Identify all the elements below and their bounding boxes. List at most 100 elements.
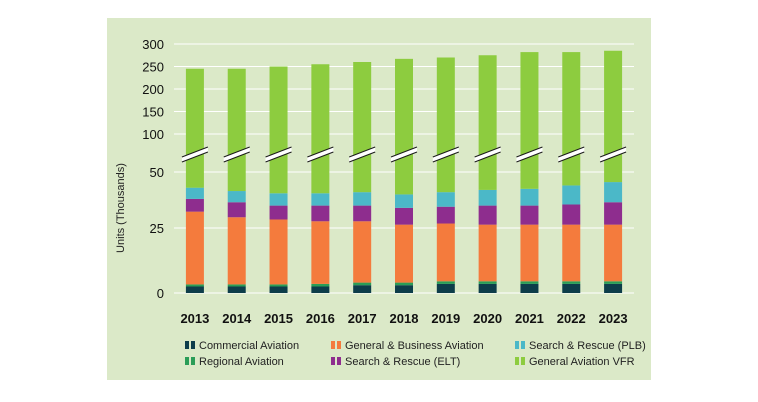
bar-segment — [478, 283, 497, 293]
bar-segment — [353, 192, 372, 206]
bar-segment — [311, 64, 330, 194]
axis-break-mark — [307, 147, 334, 162]
x-tick-labels: 2013 2014 2015 2016 2017 2018 2019 2020 2021 2022… — [180, 311, 627, 326]
bar-segment — [604, 224, 623, 282]
bar-segment — [604, 50, 623, 183]
y-tick-labels: 0 25 50 100 150 200 250 300 — [142, 37, 164, 301]
bar-segment — [520, 52, 539, 189]
bar-segment — [185, 187, 204, 199]
bar-segment — [353, 205, 372, 222]
y-tick-label: 100 — [142, 127, 164, 142]
bar-segment — [227, 284, 246, 287]
x-tick-label: 2020 — [473, 311, 502, 326]
bar-segment — [436, 57, 455, 193]
bar-segment — [562, 185, 581, 205]
axis-break-line — [223, 146, 250, 158]
bar-segment — [562, 224, 581, 282]
y-tick-label: 300 — [142, 37, 164, 52]
bar-segment — [395, 194, 413, 208]
axis-break-line — [307, 151, 334, 163]
bar-segment — [520, 283, 539, 293]
bar-segment — [562, 52, 581, 186]
x-tick-label: 2018 — [390, 311, 419, 326]
bar-segment — [311, 286, 330, 293]
bar-segment — [562, 204, 581, 225]
legend-swatch — [521, 357, 525, 365]
bar-segment — [478, 189, 497, 206]
bar-segment — [436, 281, 455, 284]
x-tick-label: 2021 — [515, 311, 544, 326]
axis-break-marks — [181, 146, 627, 163]
axis-break-line — [474, 146, 501, 158]
axis-break-line — [474, 151, 501, 163]
legend-label: General Aviation VFR — [529, 356, 635, 368]
bar-segment — [311, 283, 330, 287]
bar-segment — [227, 191, 246, 203]
bar-segment — [478, 55, 497, 190]
axis-break-line — [390, 151, 418, 163]
bar-segment — [478, 281, 497, 284]
bar-segment — [311, 193, 330, 206]
bar-segment — [395, 282, 413, 286]
legend-swatch — [331, 341, 335, 349]
bar-segment — [395, 207, 413, 225]
bar-segment — [311, 205, 330, 222]
bar-segment — [227, 202, 246, 218]
bar-segment — [353, 221, 372, 283]
axis-break-line — [558, 151, 585, 163]
bar-segment — [185, 198, 204, 212]
bar-segment — [478, 205, 497, 225]
legend-label: Search & Rescue (PLB) — [529, 340, 646, 352]
axis-break-line — [516, 151, 543, 163]
axis-break-line — [558, 146, 585, 158]
legend-label: Search & Rescue (ELT) — [345, 356, 460, 368]
axis-break-line — [181, 146, 209, 158]
bar-segment — [227, 68, 246, 192]
legend-swatch — [515, 341, 519, 349]
bar-segment — [436, 192, 455, 207]
bar-segment — [520, 205, 539, 225]
axis-break-line — [599, 146, 627, 158]
axis-break-line — [265, 151, 292, 163]
axis-break-line — [390, 146, 418, 158]
bar-segment — [269, 193, 288, 206]
bar-segment — [436, 283, 455, 293]
x-tick-label: 2023 — [599, 311, 628, 326]
y-tick-label: 250 — [142, 60, 164, 75]
bar-segment — [604, 281, 623, 284]
axis-break-line — [265, 146, 292, 158]
x-tick-label: 2022 — [557, 311, 586, 326]
axis-break-line — [516, 146, 543, 158]
bar-segment — [604, 182, 623, 203]
legend-label: Regional Aviation — [199, 356, 284, 368]
bar-segment — [604, 202, 623, 225]
y-tick-label: 50 — [150, 165, 164, 180]
bar-segment — [185, 284, 204, 287]
bar-segment — [562, 281, 581, 284]
axis-break-line — [599, 151, 627, 163]
legend: Commercial Aviation General & Business Av… — [185, 340, 646, 368]
axis-break-mark — [432, 147, 459, 162]
bar-segment — [185, 211, 204, 285]
bar-segment — [185, 286, 204, 293]
x-tick-label: 2015 — [264, 311, 293, 326]
bar-segment — [269, 284, 288, 287]
y-tick-label: 25 — [150, 221, 164, 236]
axis-break-mark — [516, 147, 543, 162]
bar-segment — [269, 66, 288, 194]
bar-segment — [520, 188, 539, 206]
axis-break-line — [349, 146, 376, 158]
bar-segment — [395, 285, 413, 293]
axis-break-line — [432, 151, 459, 163]
axis-break-mark — [391, 147, 417, 162]
x-tick-label: 2014 — [222, 311, 252, 326]
bar-segment — [227, 286, 246, 293]
bar-segment — [395, 224, 413, 283]
axis-break-mark — [223, 147, 250, 162]
bar-segment — [520, 224, 539, 282]
bar-segment — [227, 217, 246, 285]
bar-segment — [520, 281, 539, 284]
legend-swatch — [191, 357, 195, 365]
bar-segment — [353, 285, 372, 293]
